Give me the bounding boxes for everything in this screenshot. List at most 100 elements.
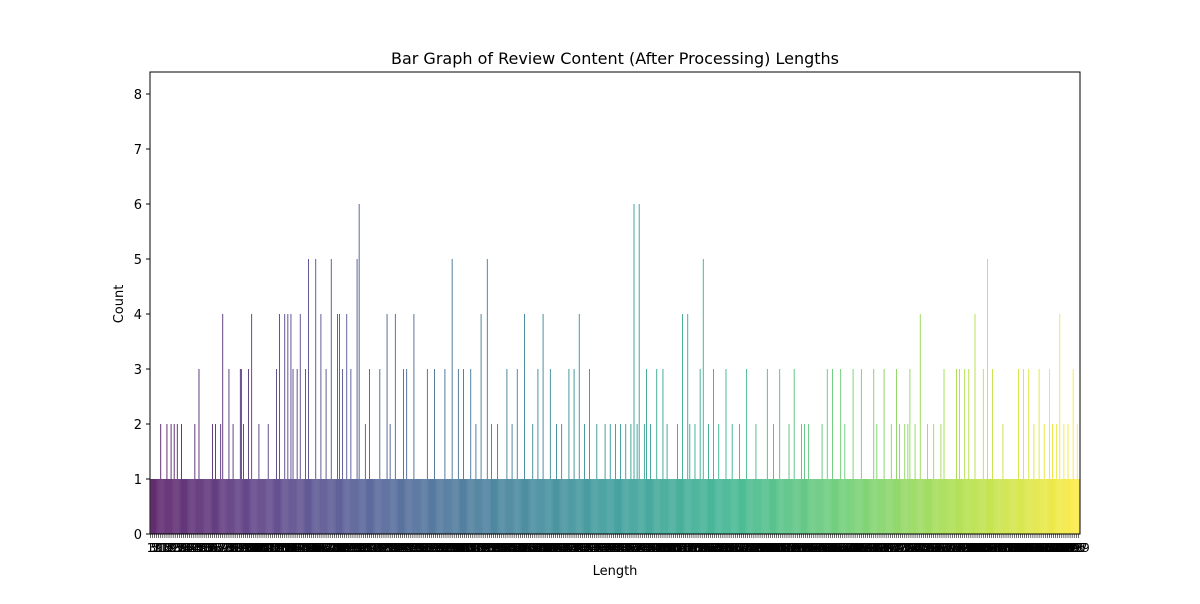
bar <box>333 479 335 534</box>
bar <box>234 479 236 534</box>
bar <box>432 479 433 534</box>
bar <box>416 479 418 534</box>
bar <box>537 369 539 534</box>
bar <box>753 479 755 534</box>
x-tick-label: 889 <box>1057 541 1080 555</box>
bar <box>199 479 201 534</box>
x-tick-label: 209 <box>354 541 377 555</box>
bar <box>907 424 909 534</box>
x-tick-label: 615 <box>773 541 796 555</box>
bar <box>352 479 354 534</box>
bar <box>306 479 307 534</box>
bar <box>197 479 199 534</box>
x-tick-label: 847 <box>1013 541 1036 555</box>
x-tick-label: 409 <box>561 541 584 555</box>
bar <box>968 369 970 534</box>
bar <box>744 479 745 534</box>
bar <box>206 479 208 534</box>
x-tick-label: 433 <box>585 541 608 555</box>
x-tick-label: 171 <box>315 541 338 555</box>
bar <box>1032 479 1034 534</box>
bar <box>628 479 630 534</box>
x-tick-label: 457 <box>610 541 633 555</box>
x-tick-label: 23 <box>166 541 181 555</box>
x-tick-label: 863 <box>1030 541 1053 555</box>
bar <box>584 424 585 534</box>
bar <box>605 479 607 534</box>
bar <box>696 479 698 534</box>
bar <box>638 204 640 534</box>
x-tick-label: 465 <box>618 541 641 555</box>
x-tick-label: 699 <box>860 541 883 555</box>
x-tick-label: 161 <box>304 541 327 555</box>
x-tick-label: 363 <box>513 541 536 555</box>
bar <box>611 479 613 534</box>
bar <box>515 479 517 534</box>
bar <box>271 479 273 534</box>
bar <box>796 479 798 534</box>
x-tick-label: 277 <box>424 541 447 555</box>
x-tick-label: 373 <box>523 541 546 555</box>
bar <box>603 479 605 534</box>
bar <box>430 479 431 534</box>
x-tick-label: 233 <box>379 541 402 555</box>
bar <box>814 479 816 534</box>
bar <box>787 479 789 534</box>
x-tick-label: 387 <box>538 541 561 555</box>
x-tick-label: 891 <box>1059 541 1082 555</box>
bar <box>387 479 389 534</box>
bar <box>1066 479 1068 534</box>
bar <box>181 424 182 534</box>
bar <box>964 369 966 534</box>
bar <box>850 479 852 534</box>
bar <box>1034 479 1036 534</box>
bar <box>799 479 801 534</box>
bar <box>727 479 729 534</box>
bar <box>775 479 776 534</box>
bar <box>1064 479 1066 534</box>
bar <box>311 479 313 534</box>
bar <box>287 314 289 534</box>
x-tick-label: 197 <box>341 541 364 555</box>
bar <box>480 314 482 534</box>
bar <box>569 479 571 534</box>
bar <box>896 369 897 534</box>
bar <box>951 479 953 534</box>
bar <box>1056 424 1058 534</box>
x-tick-label: 453 <box>606 541 629 555</box>
bar <box>1013 479 1015 534</box>
bar <box>367 479 368 534</box>
bar <box>613 479 615 534</box>
x-tick-label: 55 <box>199 541 214 555</box>
x-tick-label: 41 <box>184 541 199 555</box>
bar <box>216 479 217 534</box>
bar <box>154 479 155 534</box>
bar <box>923 479 925 534</box>
x-tick-label: 217 <box>362 541 385 555</box>
x-tick-label: 833 <box>999 541 1022 555</box>
bar <box>660 479 662 534</box>
bar <box>1003 479 1005 534</box>
x-tick-label: 707 <box>868 541 891 555</box>
bar <box>315 259 317 534</box>
x-tick-label: 289 <box>437 541 460 555</box>
bar <box>679 479 680 534</box>
bar <box>618 479 619 534</box>
bar <box>597 479 599 534</box>
bar <box>586 479 587 534</box>
x-tick-label: 725 <box>887 541 910 555</box>
bar <box>351 479 353 534</box>
bar <box>450 479 452 534</box>
bar <box>672 479 674 534</box>
bar <box>777 479 779 534</box>
bar <box>747 479 749 534</box>
bar <box>725 369 727 534</box>
bar <box>1069 479 1071 534</box>
bar <box>991 479 992 534</box>
bar <box>576 479 578 534</box>
x-tick-label: 147 <box>290 541 313 555</box>
bar <box>722 479 724 534</box>
bar <box>649 479 650 534</box>
x-tick-label: 547 <box>703 541 726 555</box>
bar <box>512 479 514 534</box>
